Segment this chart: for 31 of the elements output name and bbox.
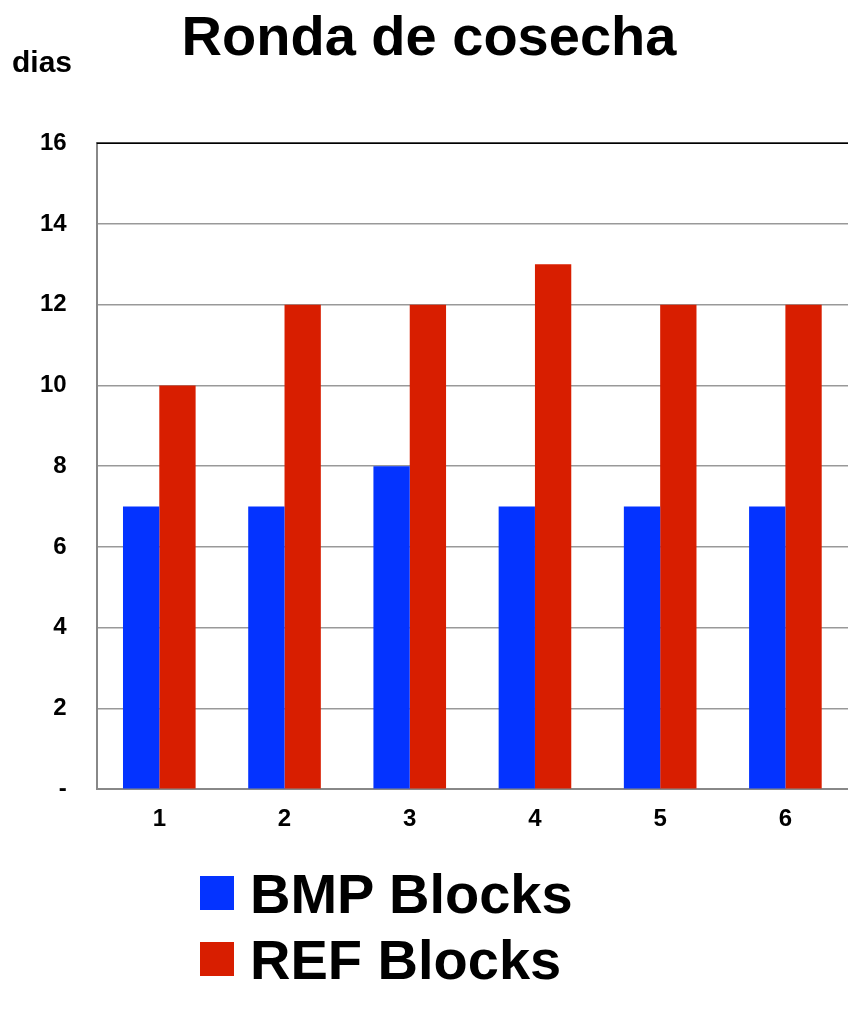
- y-tick-label: 12: [39, 289, 67, 317]
- y-tick-label: 10: [39, 370, 67, 398]
- x-tick-label: 4: [528, 804, 543, 832]
- bar: [284, 304, 321, 789]
- bar: [660, 304, 697, 789]
- bar: [498, 506, 535, 789]
- chart-title: Ronda de cosecha: [181, 4, 678, 68]
- x-tick-label: 6: [778, 804, 793, 832]
- bar: [785, 304, 822, 789]
- bar: [623, 506, 661, 789]
- y-tick-label: 16: [39, 127, 67, 155]
- y-tick-label: 14: [39, 208, 68, 236]
- y-tick-label: 8: [53, 450, 67, 478]
- bar: [534, 264, 572, 789]
- y-tick-label: 4: [53, 612, 68, 640]
- y-tick-label: 2: [53, 693, 67, 721]
- y-tick-label: -: [58, 773, 67, 801]
- bar: [122, 506, 160, 789]
- bar: [749, 506, 786, 789]
- x-tick-label: 5: [653, 804, 667, 832]
- bar: [159, 385, 196, 789]
- x-tick-label: 3: [403, 804, 417, 832]
- bar: [248, 506, 285, 789]
- bar: [409, 304, 447, 789]
- y-tick-label: 6: [53, 531, 67, 559]
- x-tick-label: 1: [152, 804, 166, 832]
- y-axis-title: dias: [12, 45, 73, 79]
- legend-label: BMP Blocks: [250, 860, 573, 926]
- legend-label: REF Blocks: [250, 926, 562, 992]
- x-tick-label: 2: [277, 804, 292, 832]
- bar: [373, 466, 410, 789]
